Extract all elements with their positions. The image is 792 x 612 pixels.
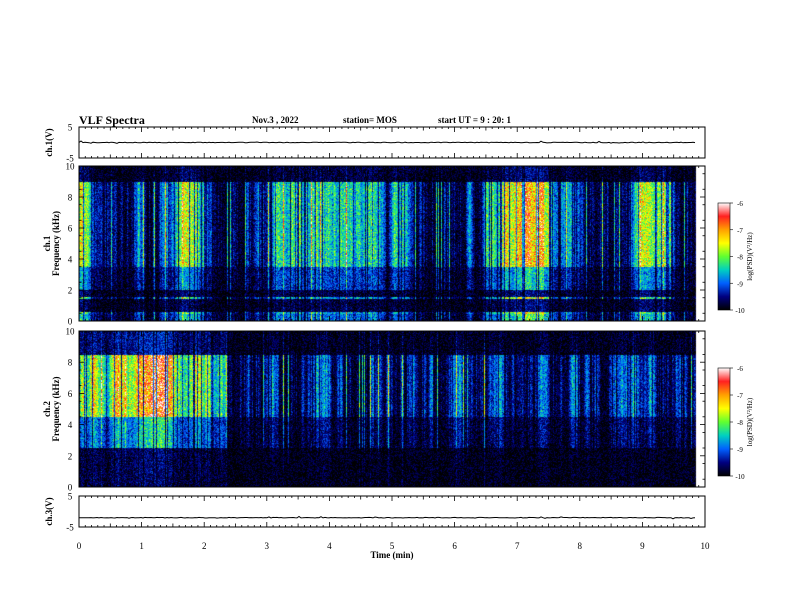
ch3-voltage-ylabel: ch.3(V) <box>44 497 54 525</box>
ch1-spectrogram-image <box>79 166 705 321</box>
x-tick-label: 8 <box>578 541 583 551</box>
y-tick-label: 8 <box>68 358 73 368</box>
colorbar-label-1: log(PSD)(V²/Hz) <box>746 232 754 281</box>
y-tick-label: -5 <box>66 523 74 533</box>
x-tick-label: 4 <box>327 541 332 551</box>
ch2-spectrogram-ylabel: ch.2 <box>42 401 52 417</box>
x-tick-label: 9 <box>640 541 645 551</box>
colorbar-1 <box>717 202 731 311</box>
colorbar-2 <box>717 367 731 477</box>
colorbar-tick-label: -6 <box>737 365 743 373</box>
x-tick-label: 1 <box>139 541 144 551</box>
y-tick-label: 5 <box>68 492 73 502</box>
colorbar-tick-label: -10 <box>735 473 745 481</box>
y-tick-label: 6 <box>68 389 73 399</box>
colorbar-tick-label: -7 <box>737 227 743 235</box>
ch1-voltage-ylabel: ch.1(V) <box>44 128 54 156</box>
y-tick-label: 4 <box>68 255 73 265</box>
y-tick-label: 0 <box>68 317 73 327</box>
colorbar-tick-label: -7 <box>737 392 743 400</box>
y-tick-label: -5 <box>66 154 74 164</box>
ch1-spectrogram-ylabel: ch.1 <box>42 235 52 251</box>
ch3-voltage-trace <box>78 515 696 520</box>
start-time-label: start UT = 9 : 20: 1 <box>438 115 511 125</box>
ch1-voltage-trace <box>78 140 696 144</box>
chart-title: VLF Spectra <box>79 113 145 127</box>
ch2-spectrogram-ylabel-2: Frequency (kHz) <box>51 376 61 441</box>
y-tick-label: 8 <box>68 193 73 203</box>
x-tick-label: 2 <box>202 541 207 551</box>
colorbar-tick-label: -9 <box>737 446 743 454</box>
colorbar-tick-label: -6 <box>737 200 743 208</box>
ch2-spectrogram-image <box>79 331 705 487</box>
x-tick-label: 7 <box>515 541 520 551</box>
y-tick-label: 6 <box>68 224 73 234</box>
x-tick-label: 0 <box>77 541 82 551</box>
date-label: Nov.3 , 2022 <box>252 115 299 125</box>
colorbar-tick-label: -8 <box>737 254 743 262</box>
ch1-spectrogram-ylabel-2: Frequency (kHz) <box>51 211 61 276</box>
colorbar-tick-label: -8 <box>737 419 743 427</box>
y-tick-label: 0 <box>68 483 73 493</box>
y-tick-label: 2 <box>68 451 73 461</box>
y-tick-label: 4 <box>68 420 73 430</box>
y-tick-label: 10 <box>66 327 76 337</box>
x-tick-label: 6 <box>452 541 457 551</box>
x-tick-label: 3 <box>265 541 270 551</box>
x-tick-label: 5 <box>390 541 395 551</box>
y-tick-label: 5 <box>68 123 73 133</box>
x-tick-label: 10 <box>701 541 711 551</box>
station-label: station= MOS <box>343 115 397 125</box>
y-tick-label: 2 <box>68 286 73 296</box>
colorbar-label-2: log(PSD)(V²/Hz) <box>746 397 754 446</box>
colorbar-tick-label: -10 <box>735 307 745 315</box>
colorbar-tick-label: -9 <box>737 280 743 288</box>
x-axis-label: Time (min) <box>370 550 413 560</box>
y-tick-label: 10 <box>66 162 76 172</box>
